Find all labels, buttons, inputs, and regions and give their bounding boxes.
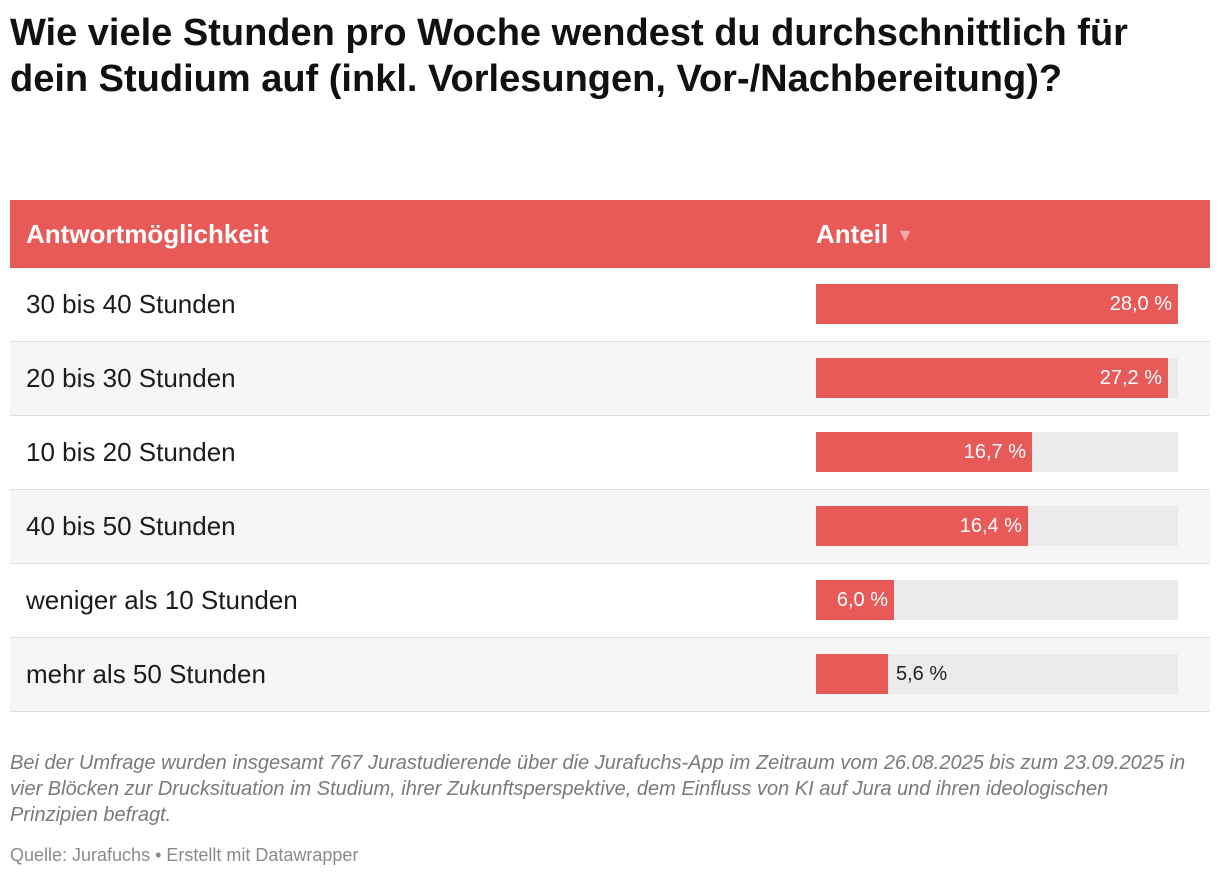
bar-track: 16,7 % (816, 432, 1178, 472)
table-body: 30 bis 40 Stunden 28,0 % 20 bis 30 Stunden… (10, 268, 1210, 712)
chart-source: Quelle: Jurafuchs • Erstellt mit Datawra… (10, 845, 359, 865)
bar-value-label: 16,4 % (959, 515, 1022, 537)
bar-track: 6,0 % (816, 580, 1178, 620)
row-label: 20 bis 30 Stunden (26, 363, 236, 393)
bar-track: 28,0 % (816, 284, 1178, 324)
bar (816, 284, 1178, 324)
sort-descending-icon[interactable]: ▼ (896, 225, 915, 245)
chart-notes: Bei der Umfrage wurden insgesamt 767 Jur… (10, 752, 1186, 826)
bar (816, 506, 1028, 546)
bar-value-label: 5,6 % (896, 663, 948, 685)
bar-value-label: 16,7 % (963, 441, 1026, 463)
data-table: Antwortmöglichkeit Anteil ▼ 30 bis 40 Stu… (10, 200, 1210, 712)
bar (816, 654, 888, 694)
bar-value-label: 27,2 % (1099, 367, 1162, 389)
row-label: 10 bis 20 Stunden (26, 437, 236, 467)
row-label: 30 bis 40 Stunden (26, 289, 236, 319)
row-label: mehr als 50 Stunden (26, 659, 266, 689)
bar-track: 27,2 % (816, 358, 1178, 398)
bar-value-label: 6,0 % (836, 589, 888, 611)
row-label: 40 bis 50 Stunden (26, 511, 236, 541)
bar (816, 432, 1032, 472)
table-row: 40 bis 50 Stunden 16,4 % (10, 490, 1210, 564)
bar-track: 5,6 % (816, 654, 1178, 694)
bar (816, 580, 894, 620)
bar-track: 16,4 % (816, 506, 1178, 546)
table-row: 10 bis 20 Stunden 16,7 % (10, 416, 1210, 490)
row-label: weniger als 10 Stunden (26, 585, 298, 615)
header-share-label: Anteil (816, 219, 889, 249)
table-row: weniger als 10 Stunden 6,0 % (10, 564, 1210, 638)
bar-value-label: 28,0 % (1109, 293, 1172, 315)
chart-title: Wie viele Stunden pro Woche wendest du d… (10, 12, 1128, 100)
table-header: Antwortmöglichkeit Anteil ▼ (10, 200, 1210, 268)
table-row: 30 bis 40 Stunden 28,0 % (10, 268, 1210, 342)
table-row: mehr als 50 Stunden 5,6 % (10, 638, 1210, 712)
bar (816, 358, 1168, 398)
header-share[interactable]: Anteil ▼ (816, 219, 914, 250)
table-row: 20 bis 30 Stunden 27,2 % (10, 342, 1210, 416)
header-answer-option[interactable]: Antwortmöglichkeit (26, 219, 269, 249)
